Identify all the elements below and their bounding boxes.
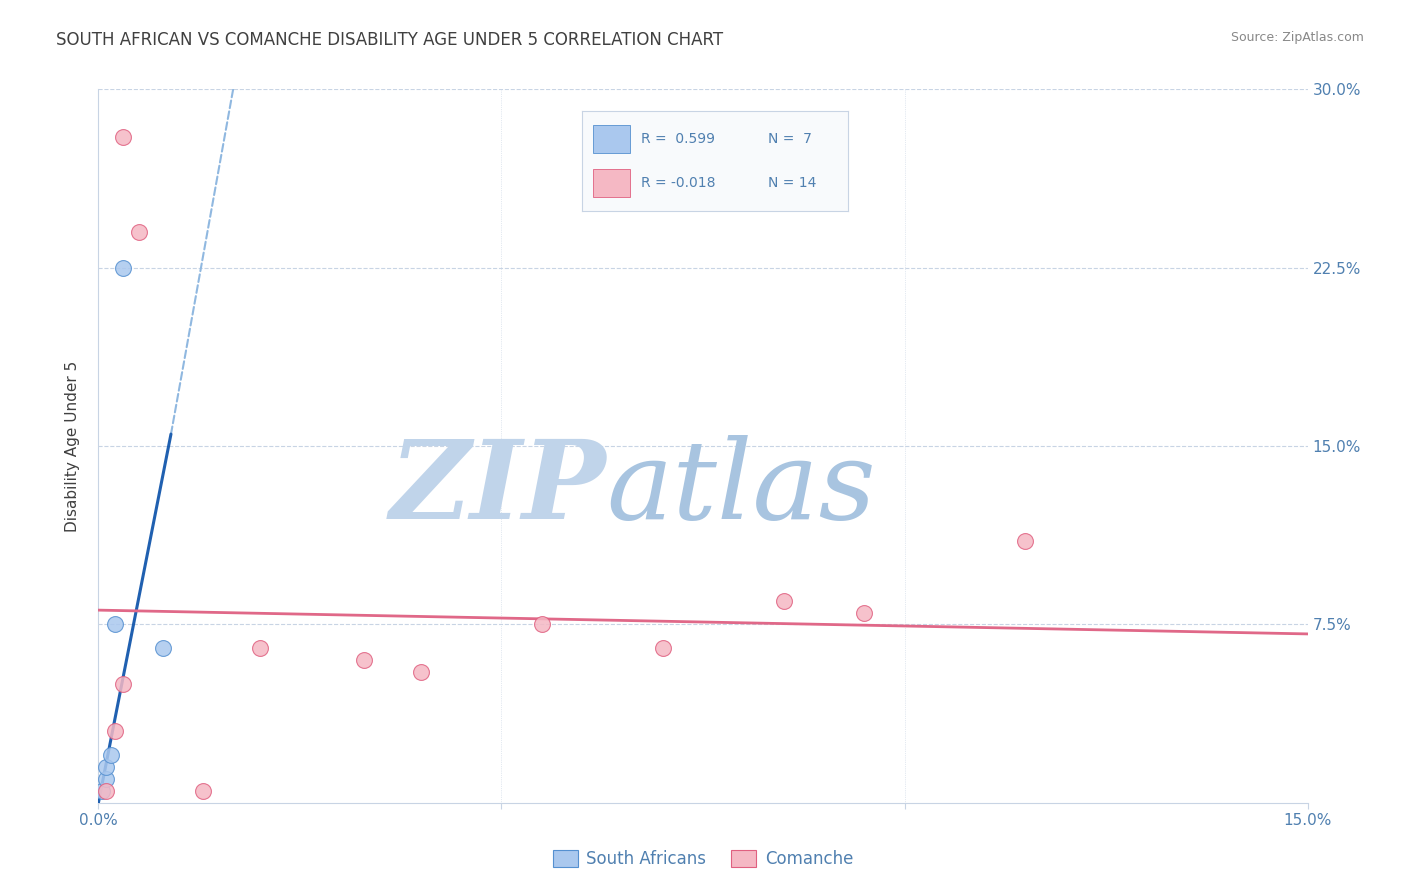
Point bbox=[111, 260, 134, 275]
Point bbox=[103, 724, 125, 739]
Point bbox=[353, 653, 375, 667]
Point bbox=[128, 225, 150, 239]
Text: SOUTH AFRICAN VS COMANCHE DISABILITY AGE UNDER 5 CORRELATION CHART: SOUTH AFRICAN VS COMANCHE DISABILITY AGE… bbox=[56, 31, 723, 49]
Point bbox=[409, 665, 432, 679]
Point bbox=[111, 677, 134, 691]
Point bbox=[249, 641, 271, 656]
Point bbox=[91, 784, 114, 798]
Point bbox=[96, 784, 118, 798]
Point bbox=[1014, 534, 1036, 549]
Point bbox=[96, 760, 118, 774]
Point bbox=[96, 772, 118, 786]
Legend: South Africans, Comanche: South Africans, Comanche bbox=[547, 843, 859, 875]
Point bbox=[111, 129, 134, 144]
Point bbox=[651, 641, 673, 656]
Point bbox=[152, 641, 174, 656]
Point bbox=[853, 606, 876, 620]
Text: Source: ZipAtlas.com: Source: ZipAtlas.com bbox=[1230, 31, 1364, 45]
Point bbox=[530, 617, 553, 632]
Point bbox=[193, 784, 215, 798]
Text: ZIP: ZIP bbox=[389, 435, 606, 542]
Text: atlas: atlas bbox=[606, 435, 876, 542]
Point bbox=[772, 593, 794, 607]
Point bbox=[103, 617, 125, 632]
Y-axis label: Disability Age Under 5: Disability Age Under 5 bbox=[65, 360, 80, 532]
Point bbox=[100, 748, 122, 763]
